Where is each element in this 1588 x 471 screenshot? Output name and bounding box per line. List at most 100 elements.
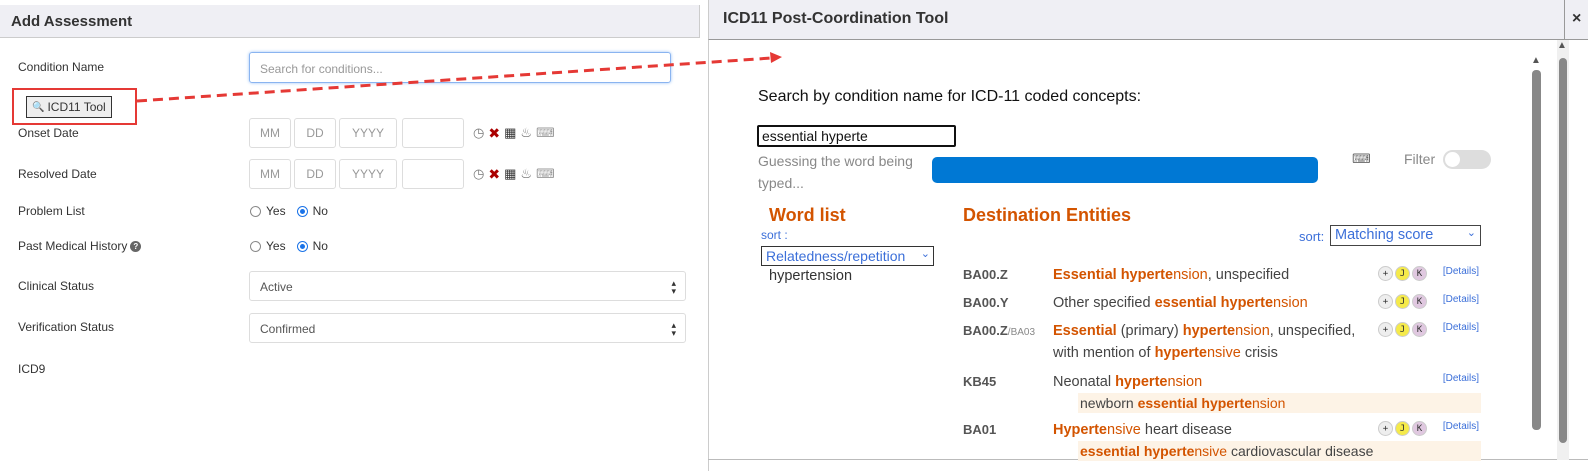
clear-icon[interactable]: ✖ xyxy=(488,165,501,182)
add-icon[interactable]: + xyxy=(1378,294,1393,309)
details-link[interactable]: [Details] xyxy=(1442,294,1479,305)
details-link[interactable]: [Details] xyxy=(1442,322,1479,333)
dialog-scrollbar-thumb[interactable] xyxy=(1559,58,1567,443)
onset-day-input[interactable]: DD xyxy=(294,118,336,148)
icd11-tool-button[interactable]: 🔍 ICD11 Tool xyxy=(26,96,112,118)
chevron-down-icon: ⌄ xyxy=(920,248,930,260)
verification-status-select[interactable]: Confirmed ▴ ▾ xyxy=(249,313,686,343)
sort-arrows-icon: ▴ ▾ xyxy=(671,320,676,338)
add-icon[interactable]: + xyxy=(1378,322,1393,337)
title-segment: hyperte xyxy=(1154,345,1207,361)
word-list-heading: Word list xyxy=(769,205,846,225)
title-segment: crisis xyxy=(1240,345,1278,361)
pmh-label-group: Past Medical History? xyxy=(18,239,142,253)
details-link[interactable]: [Details] xyxy=(1442,421,1479,432)
help-icon[interactable]: ? xyxy=(130,240,142,252)
verification-status-value: Confirmed xyxy=(260,322,316,336)
dest-sort-select[interactable]: Matching score ⌄ xyxy=(1330,225,1481,246)
result-title[interactable]: Essential (primary) hypertension, unspec… xyxy=(1053,320,1375,364)
filter-toggle[interactable] xyxy=(1443,150,1491,169)
scroll-up-arrow[interactable]: ▲ xyxy=(1531,55,1541,66)
no-label: No xyxy=(312,204,328,218)
condition-search-input[interactable]: Search for conditions... xyxy=(249,52,671,83)
onset-date-label: Onset Date xyxy=(18,126,79,140)
add-icon[interactable]: + xyxy=(1378,421,1393,436)
clock-icon[interactable]: ◷ xyxy=(473,125,485,140)
title-segment: heart disease xyxy=(1140,422,1232,438)
title-segment: , unspecified, with mention of xyxy=(1053,323,1356,361)
word-sort-select[interactable]: Relatedness/repetition ⌄ xyxy=(761,246,934,266)
verification-status-label: Verification Status xyxy=(18,320,115,334)
results-scrollbar[interactable] xyxy=(1532,70,1541,430)
title-segment: hyperte xyxy=(1115,374,1168,390)
k-icon[interactable]: K xyxy=(1412,421,1427,436)
resolved-date-group: MM DD YYYY ◷ ✖ ▦ ♨ ⌨ xyxy=(249,159,555,189)
onset-time-input[interactable] xyxy=(402,118,464,148)
dest-sort-label: sort: xyxy=(1299,229,1325,244)
icd11-tool-header: ICD11 Post-Coordination Tool × xyxy=(708,0,1588,40)
calendar-icon[interactable]: ▦ xyxy=(504,125,517,140)
word-sort-value: Relatedness/repetition xyxy=(766,248,906,264)
problem-list-yes-radio[interactable] xyxy=(250,205,261,217)
j-icon[interactable]: J xyxy=(1395,266,1410,281)
guess-status-text: Guessing the word being typed... xyxy=(758,153,913,191)
title-segment: newborn xyxy=(1080,395,1138,411)
title-segment: Essential xyxy=(1053,323,1117,339)
add-icon[interactable]: + xyxy=(1378,266,1393,281)
scroll-up-arrow[interactable]: ▲ xyxy=(1557,40,1567,51)
resolved-day-input[interactable]: DD xyxy=(294,159,336,189)
result-title[interactable]: Hypertensive heart disease xyxy=(1053,419,1375,441)
word-sort-label: sort : xyxy=(761,228,788,242)
result-title[interactable]: Neonatal hypertension xyxy=(1053,371,1375,393)
clock-icon[interactable]: ◷ xyxy=(473,166,485,181)
keyboard-icon[interactable]: ⌨ xyxy=(536,125,555,140)
details-link[interactable]: [Details] xyxy=(1442,266,1479,277)
keyboard-icon[interactable]: ⌨ xyxy=(536,166,555,181)
pmh-radios: Yes No xyxy=(250,239,328,253)
calendar-icon[interactable]: ▦ xyxy=(504,166,517,181)
synonym-match: newborn essential hypertension xyxy=(1078,393,1481,413)
annotation-box xyxy=(12,88,137,125)
problem-list-no-radio[interactable] xyxy=(296,205,308,217)
annotation-arrowhead xyxy=(770,52,782,63)
title-segment: essential hyperte xyxy=(1080,443,1195,459)
clear-icon[interactable]: ✖ xyxy=(488,124,501,141)
onset-year-input[interactable]: YYYY xyxy=(339,118,397,148)
icd9-label: ICD9 xyxy=(18,362,46,376)
result-title[interactable]: Other specified essential hypertension xyxy=(1053,292,1375,314)
k-icon[interactable]: K xyxy=(1412,322,1427,337)
icd-search-input[interactable]: essential hyperte xyxy=(757,125,956,147)
result-title[interactable]: Essential hypertension, unspecified xyxy=(1053,264,1375,286)
resolved-time-input[interactable] xyxy=(402,159,464,189)
keyboard-icon[interactable]: ⌨ xyxy=(1352,151,1371,166)
resolved-month-input[interactable]: MM xyxy=(249,159,291,189)
resolved-year-input[interactable]: YYYY xyxy=(339,159,397,189)
onset-date-group: MM DD YYYY ◷ ✖ ▦ ♨ ⌨ xyxy=(249,118,555,148)
title-segment: nsion xyxy=(1167,374,1203,390)
j-icon[interactable]: J xyxy=(1395,421,1410,436)
close-button[interactable]: × xyxy=(1564,0,1588,40)
yes-label: Yes xyxy=(266,239,286,253)
search-prompt: Search by condition name for ICD-11 code… xyxy=(758,88,1142,105)
k-icon[interactable]: K xyxy=(1412,294,1427,309)
k-icon[interactable]: K xyxy=(1412,266,1427,281)
icd-code: BA01 xyxy=(963,422,997,437)
title-segment: Essential hyperte xyxy=(1053,267,1174,283)
j-icon[interactable]: J xyxy=(1395,322,1410,337)
birthday-icon[interactable]: ♨ xyxy=(520,166,533,181)
no-label: No xyxy=(312,239,328,253)
details-link[interactable]: [Details] xyxy=(1442,373,1479,384)
word-list-item[interactable]: hypertension xyxy=(769,268,853,284)
pmh-yes-radio[interactable] xyxy=(250,240,261,252)
problem-list-label: Problem List xyxy=(18,204,85,218)
word-list: hypertension xyxy=(769,268,852,284)
title-segment: nsion xyxy=(1251,395,1286,411)
clinical-status-select[interactable]: Active ▴ ▾ xyxy=(249,271,686,301)
problem-list-radios: Yes No xyxy=(250,204,328,218)
birthday-icon[interactable]: ♨ xyxy=(520,125,533,140)
dest-sort-value: Matching score xyxy=(1335,227,1434,243)
pmh-no-radio[interactable] xyxy=(296,240,308,252)
onset-month-input[interactable]: MM xyxy=(249,118,291,148)
j-icon[interactable]: J xyxy=(1395,294,1410,309)
